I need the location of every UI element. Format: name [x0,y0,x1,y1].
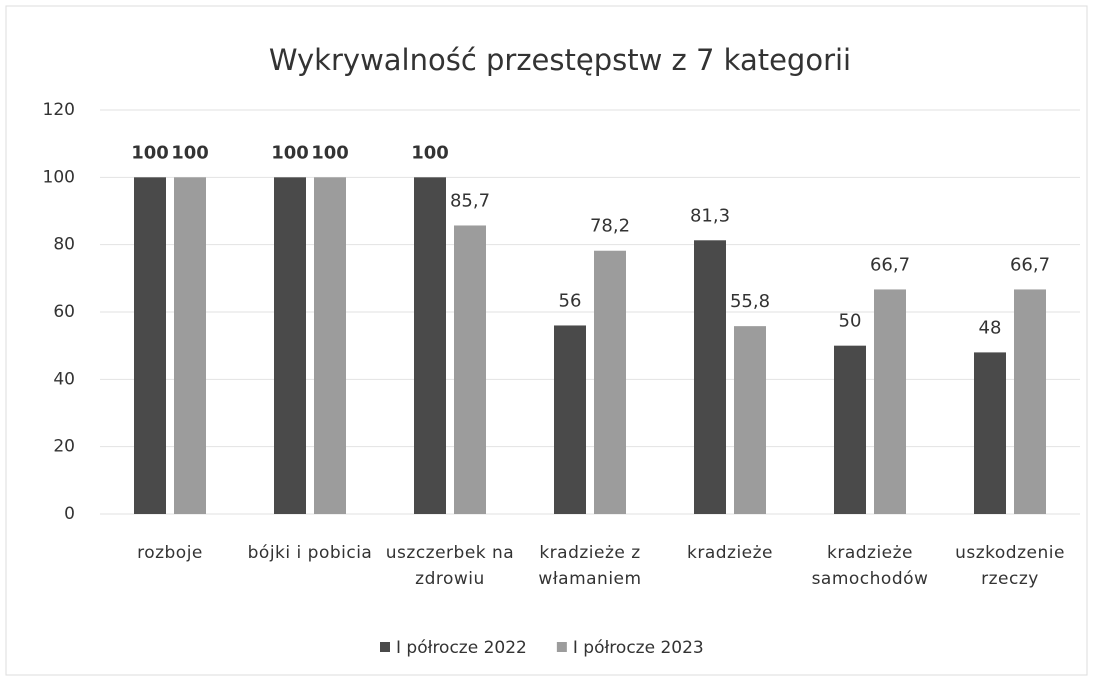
y-tick-label: 100 [43,167,75,187]
data-label: 100 [271,142,309,163]
y-tick-label: 80 [53,235,75,255]
data-label: 78,2 [590,216,630,237]
bar [694,240,726,515]
bar [834,345,866,514]
data-label: 100 [411,142,449,163]
bar [314,177,346,515]
bar [1014,289,1046,514]
data-label: 100 [171,142,209,163]
x-tick-label: rozboje [137,543,203,563]
data-label: 56 [559,290,582,311]
legend-swatch [556,642,567,652]
data-label: 50 [839,311,862,332]
legend-label: I półrocze 2022 [396,638,527,658]
x-tick-label: bójki i pobicia [247,543,373,563]
chart-title: Wykrywalność przestępstw z 7 kategorii [269,43,851,77]
bar [974,352,1006,514]
data-label: 85,7 [450,190,490,211]
x-tick-label: uszkodzenie rzeczy [955,543,1065,589]
data-label: 48 [979,317,1002,338]
x-tick-label: kradzieże z włamaniem [538,543,642,589]
bar [274,177,306,515]
data-label: 66,7 [870,254,910,275]
legend-swatch [380,642,390,652]
data-label: 100 [311,142,349,163]
x-tick-label: kradzieże samochodów [811,543,929,589]
bar [414,177,446,515]
bar [174,177,206,515]
y-tick-label: 120 [43,100,75,120]
bar [874,289,906,514]
bar [594,250,626,514]
data-label: 66,7 [1010,254,1050,275]
x-tick-label: kradzieże [686,543,774,563]
data-label: 55,8 [730,291,770,312]
bar [734,326,766,514]
bar [554,325,586,514]
y-tick-label: 60 [53,302,75,322]
bar [454,225,486,514]
y-tick-label: 0 [64,504,75,524]
bar [134,177,166,515]
legend-label: I półrocze 2023 [573,638,704,658]
data-label: 81,3 [690,205,730,226]
data-label: 100 [131,142,169,163]
y-tick-label: 40 [53,369,75,389]
x-tick-label: uszczerbek na zdrowiu [385,543,515,589]
y-tick-label: 20 [53,437,75,457]
